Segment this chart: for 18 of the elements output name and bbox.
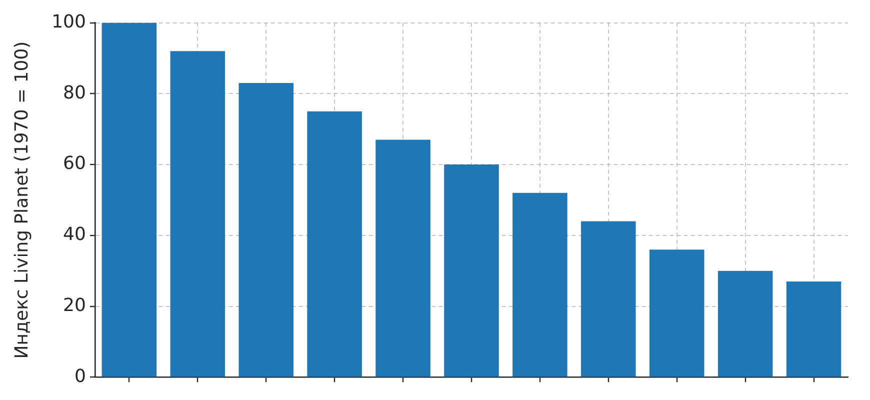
- bar: [786, 282, 842, 377]
- y-tick-label: 20: [63, 294, 86, 316]
- bar: [444, 164, 499, 377]
- y-tick-label: 80: [63, 82, 86, 104]
- bar: [307, 111, 362, 377]
- bar: [512, 192, 568, 377]
- bar: [170, 51, 226, 377]
- bar: [581, 221, 636, 377]
- y-tick-label: 40: [63, 224, 86, 246]
- y-tick-label: 100: [52, 11, 86, 32]
- y-axis-title: Индекс Living Planet (1970 = 100): [11, 41, 32, 359]
- y-tick-label: 60: [63, 153, 86, 174]
- bar: [649, 250, 704, 377]
- bar: [238, 83, 294, 377]
- bar: [376, 140, 430, 377]
- bar: [102, 22, 157, 377]
- y-tick-label: 0: [74, 366, 86, 387]
- bar: [718, 270, 773, 377]
